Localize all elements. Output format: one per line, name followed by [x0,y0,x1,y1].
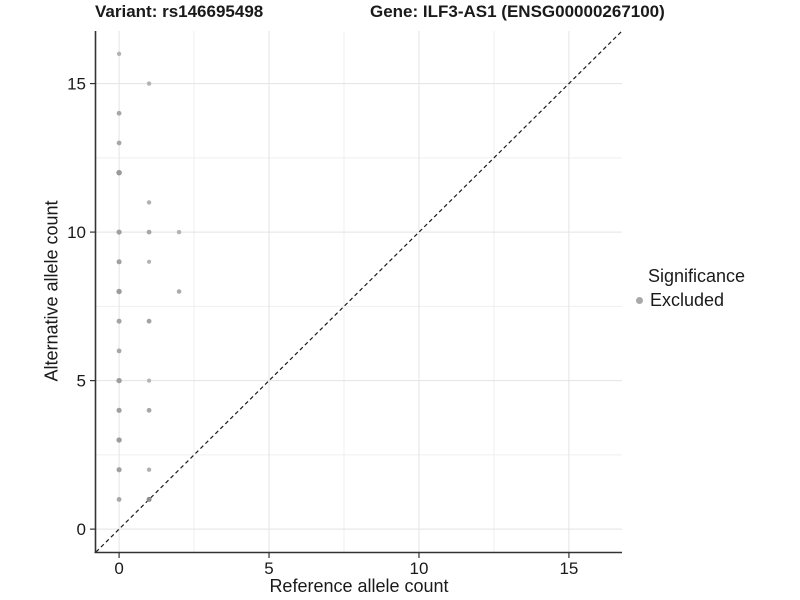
data-point [146,200,152,205]
legend-item-label: Excluded [650,290,725,310]
data-point [116,51,122,57]
data-point [116,229,122,235]
data-point [116,169,122,176]
data-point [116,437,122,443]
data-point [116,259,122,265]
data-point [146,467,152,472]
data-point [146,81,152,86]
data-point [146,229,152,235]
data-point [116,140,122,146]
data-point [116,377,122,384]
y-tick-label: 15 [67,75,86,94]
y-tick-label: 10 [67,223,86,242]
data-point [116,318,122,324]
identity-line [95,30,623,553]
data-point [116,348,122,354]
legend: Significance Excluded [636,266,745,311]
legend-title: Significance [648,266,746,286]
x-axis-title: Reference allele count [269,576,449,596]
data-points [116,51,182,502]
x-tick-label: 15 [559,559,578,578]
x-tick-label: 10 [410,559,429,578]
y-axis-title: Alternative allele count [41,200,62,382]
data-point [176,289,182,294]
data-point [116,497,122,502]
data-point [176,229,182,235]
x-tick-label: 0 [114,559,123,578]
x-tick-label: 5 [264,559,273,578]
data-point [146,259,152,264]
data-point [116,110,122,116]
gridlines-minor [96,31,622,552]
gridlines-major [96,31,622,552]
legend-item-excluded: Excluded [636,290,745,311]
y-tick-label: 5 [77,372,86,391]
data-point [146,496,152,502]
data-point [116,467,122,473]
y-tick-label: 0 [77,520,86,539]
axis-ticks [90,82,570,558]
axis-lines [94,31,622,554]
tick-labels: 0 5 10 15 0 5 10 15 [67,75,578,578]
data-point [146,318,152,324]
legend-point-icon [636,297,643,304]
data-point [116,407,122,413]
data-point [146,407,152,413]
data-point [146,378,152,383]
data-point [116,288,122,295]
plot-title-gene: Gene: ILF3-AS1 (ENSG00000267100) [370,2,665,21]
plot-title-variant: Variant: rs146695498 [95,2,264,21]
